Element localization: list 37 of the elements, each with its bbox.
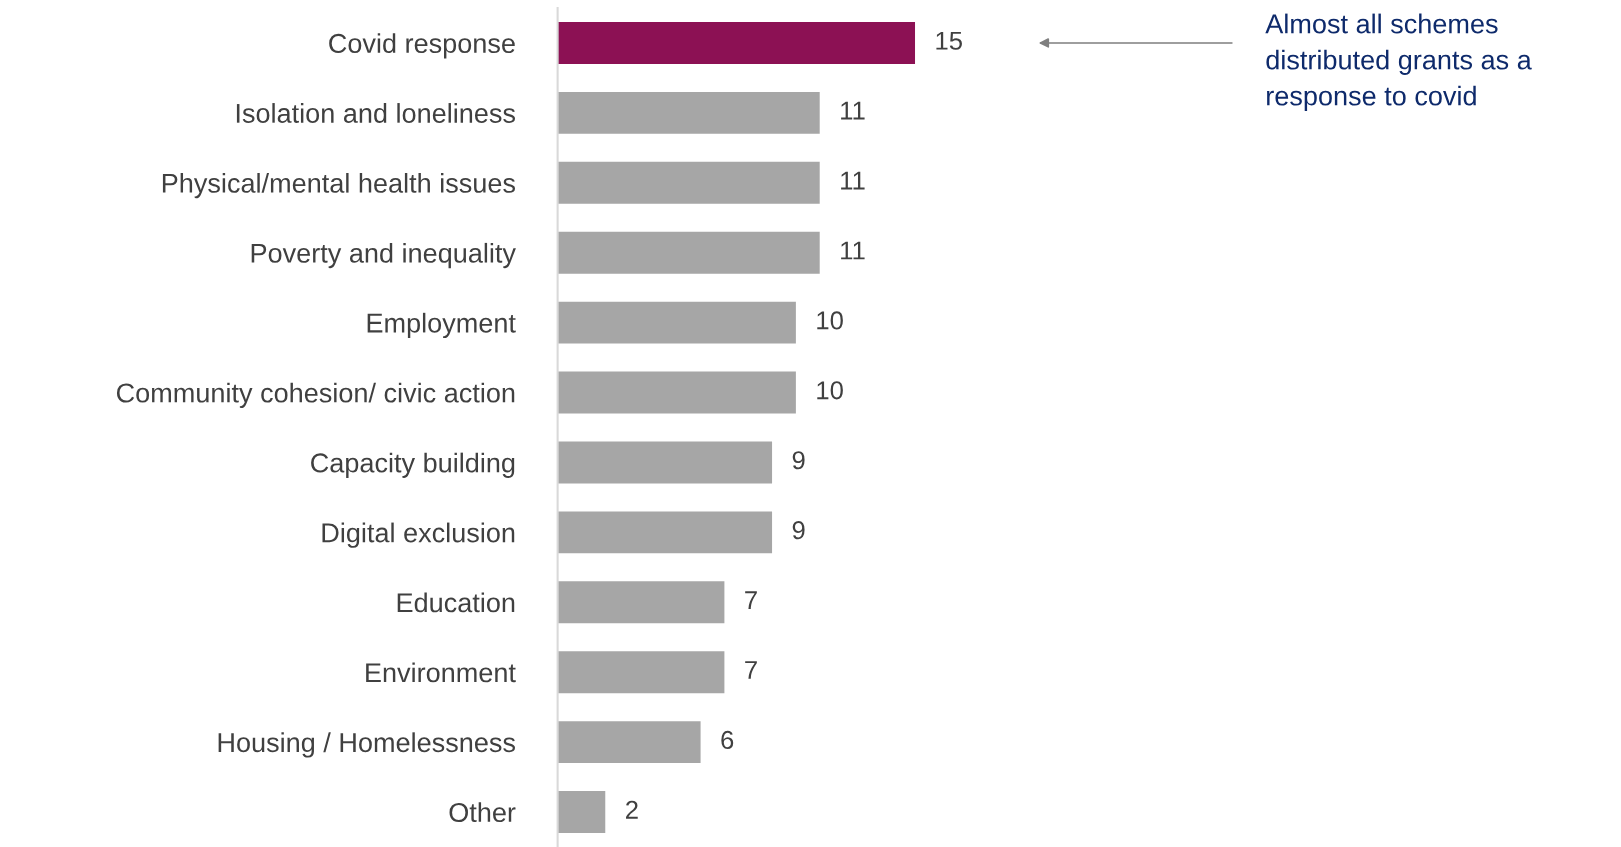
data-label: 2 <box>626 800 638 819</box>
data-label: 11 <box>841 241 865 260</box>
y-tick-label: Capacity building <box>311 452 515 478</box>
y-tick-label: Community cohesion/ civic action <box>116 382 515 408</box>
y-tick-label: Housing / Homelessness <box>218 732 515 758</box>
data-label: 9 <box>792 521 805 540</box>
bar <box>557 791 606 834</box>
data-label: 7 <box>745 661 757 679</box>
bar <box>557 651 725 694</box>
y-tick-label: Poverty and inequality <box>251 242 516 269</box>
y-tick-label: Covid response <box>329 33 515 59</box>
bar <box>557 511 773 554</box>
data-label: 10 <box>817 311 843 330</box>
bar <box>557 21 916 64</box>
y-tick-label: Education <box>397 592 515 613</box>
bar <box>557 441 773 484</box>
bar <box>557 581 725 624</box>
bar <box>557 721 701 764</box>
bar <box>557 231 820 274</box>
data-label: 15 <box>936 31 962 50</box>
data-label: 7 <box>745 591 757 609</box>
bar <box>557 301 796 344</box>
data-label: 6 <box>721 730 734 750</box>
y-tick-label: Digital exclusion <box>322 522 515 548</box>
data-label: 11 <box>841 101 865 120</box>
y-tick-label: Employment <box>367 312 516 339</box>
y-tick-label: Other <box>449 802 516 823</box>
bar <box>557 371 796 414</box>
data-label: 9 <box>792 451 805 470</box>
text: Almost all schemes distributed grants as a response to covid <box>1265 13 1532 111</box>
data-label: 10 <box>817 381 843 400</box>
y-tick-label: Physical/mental health issues <box>162 172 515 199</box>
y-tick-label: Isolation and loneliness <box>236 103 515 123</box>
bar <box>557 161 820 204</box>
y-tick-label: Environment <box>366 662 516 683</box>
data-label: 11 <box>841 171 865 190</box>
bar <box>557 91 820 134</box>
